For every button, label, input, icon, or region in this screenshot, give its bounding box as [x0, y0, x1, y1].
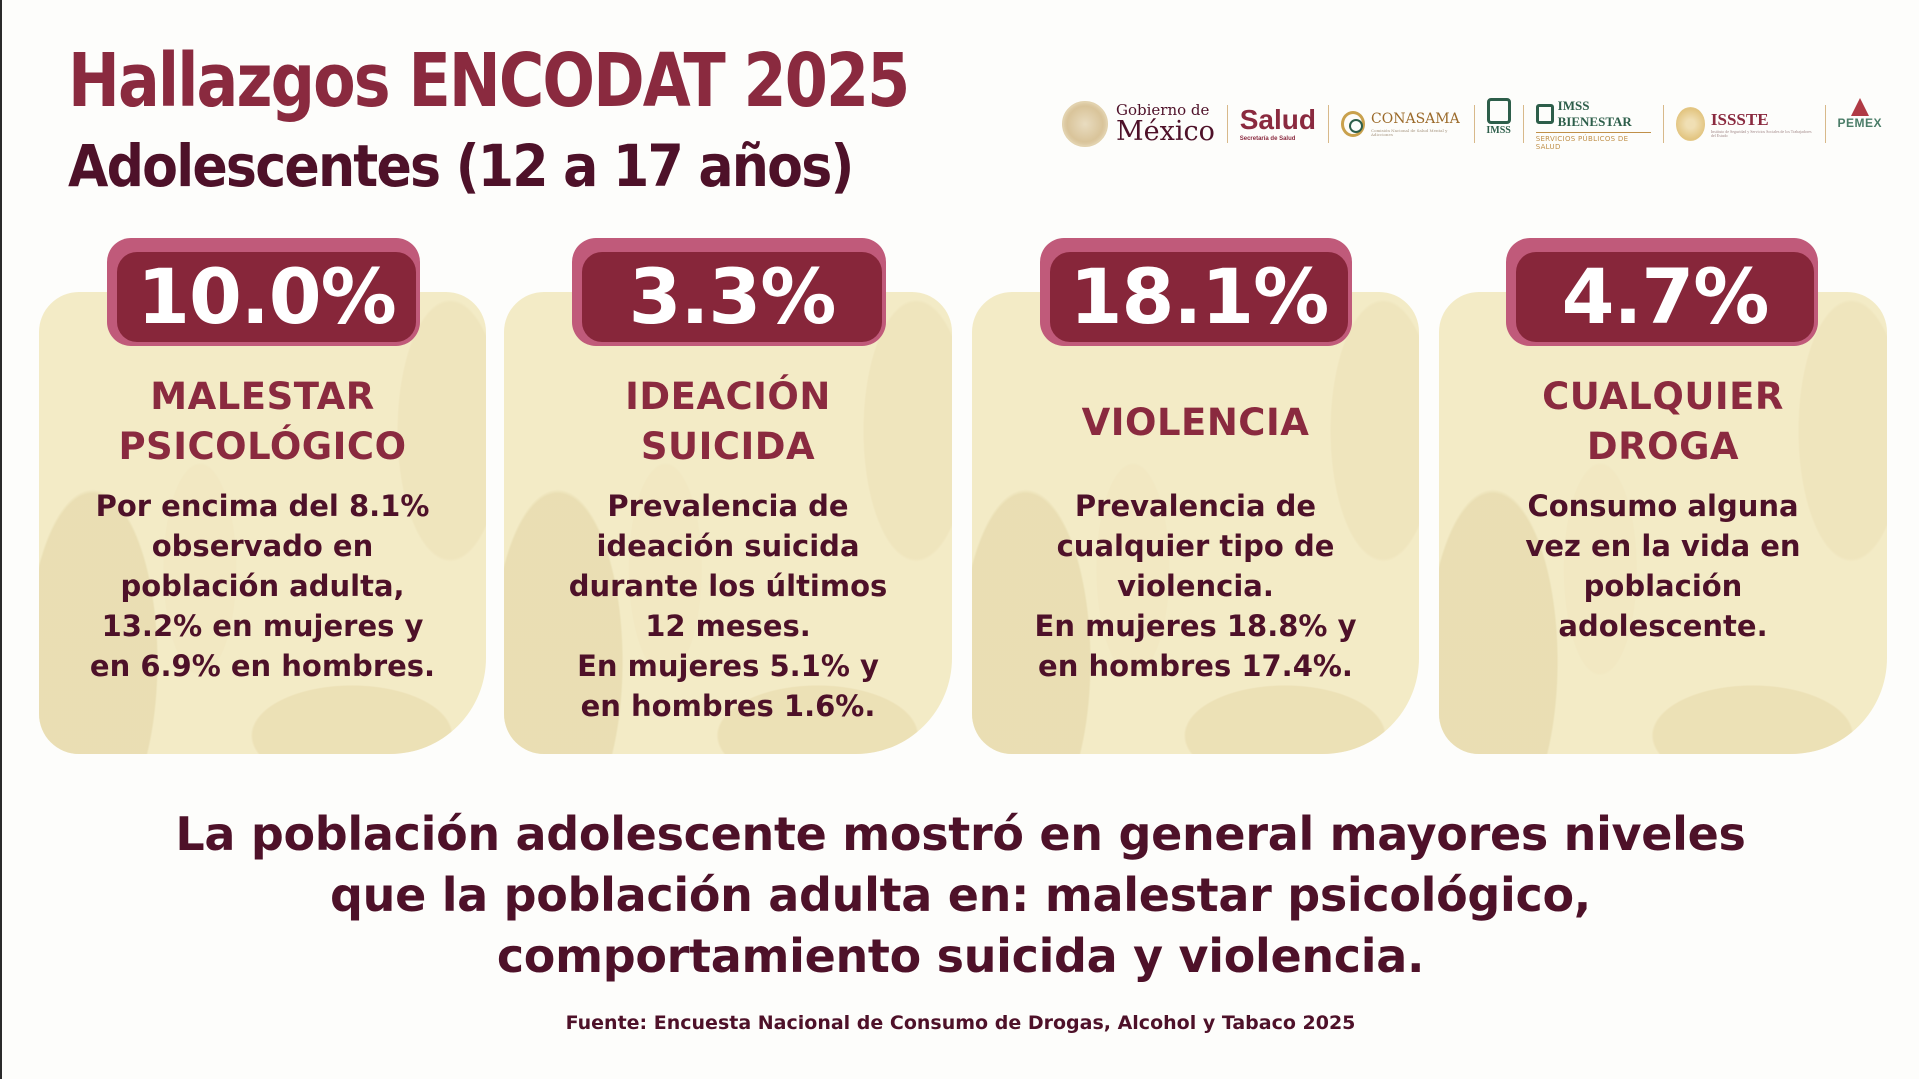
salud-line1: Salud [1239, 104, 1316, 135]
stat-card-violencia: VIOLENCIA Prevalencia de cualquier tipo … [972, 292, 1419, 754]
pemex-flame-icon [1850, 98, 1869, 116]
logo-pemex: PEMEX [1837, 98, 1882, 150]
stat-badge: 18.1% [1040, 238, 1352, 346]
stat-value: 18.1% [1069, 252, 1330, 341]
logo-divider [1473, 105, 1475, 143]
logo-issste: ISSSTE Instituto de Seguridad y Servicio… [1675, 98, 1813, 150]
conclusion-text: La población adolescente mostró en gener… [175, 807, 1746, 983]
stat-value: 3.3% [628, 252, 837, 341]
stat-badge: 3.3% [572, 238, 886, 346]
gobierno-line1: Gobierno de [1116, 101, 1210, 119]
pemex-name: PEMEX [1837, 116, 1882, 130]
stat-value: 10.0% [137, 252, 397, 341]
logo-conasama: CONASAMA Comisión Nacional de Salud Ment… [1340, 98, 1462, 150]
stat-badge: 4.7% [1506, 238, 1818, 346]
page-subtitle: Adolescentes (12 a 17 años) [68, 132, 854, 200]
national-seal-icon [1062, 101, 1108, 147]
institution-logos: Gobierno de México Salud Secretaría de S… [1062, 98, 1882, 151]
stat-card-malestar-psicologico: MALESTAR PSICOLÓGICO Por encima del 8.1%… [39, 292, 486, 754]
logo-divider [1327, 105, 1329, 143]
stat-card-ideacion-suicida: IDEACIÓN SUICIDA Prevalencia de ideación… [504, 292, 952, 754]
issste-tagline: Instituto de Seguridad y Servicios Socia… [1710, 128, 1812, 138]
logo-imss-bienestar: IMSS BIENESTAR SERVICIOS PÚBLICOS DE SAL… [1535, 98, 1651, 151]
card-heading: VIOLENCIA [1081, 401, 1310, 444]
logo-imss: IMSS [1486, 98, 1511, 150]
logo-divider [1662, 105, 1664, 143]
logo-divider [1522, 105, 1524, 143]
imss-bienestar-tagline: SERVICIOS PÚBLICOS DE SALUD [1535, 132, 1651, 151]
imss-bienestar-icon [1535, 104, 1554, 124]
conasama-name: CONASAMA [1371, 110, 1460, 127]
stat-badge: 10.0% [107, 238, 420, 346]
card-description: Por encima del 8.1% observado en poblaci… [89, 489, 436, 683]
logo-divider [1226, 105, 1228, 143]
stat-value: 4.7% [1561, 252, 1770, 341]
conasama-tagline: Comisión Nacional de Salud Mental y Adic… [1371, 127, 1448, 137]
stat-card-cualquier-droga: CUALQUIER DROGA Consumo alguna vez en la… [1439, 292, 1887, 754]
card-description: Prevalencia de cualquier tipo de violenc… [1034, 489, 1357, 683]
source-citation: Fuente: Encuesta Nacional de Consumo de … [565, 1012, 1356, 1034]
card-description: Prevalencia de ideación suicida durante … [568, 489, 888, 723]
card-description: Consumo alguna vez en la vida en poblaci… [1525, 489, 1801, 643]
logo-divider [1824, 105, 1826, 143]
logo-gobierno-mexico: Gobierno de México [1062, 98, 1215, 150]
card-heading: CUALQUIER DROGA [1542, 375, 1784, 468]
imss-name: IMSS [1486, 125, 1511, 136]
logo-salud: Salud Secretaría de Salud [1240, 98, 1316, 150]
imss-bienestar-name: IMSS BIENESTAR [1557, 98, 1632, 129]
card-heading: IDEACIÓN SUICIDA [625, 375, 831, 468]
issste-name: ISSSTE [1710, 109, 1769, 129]
card-heading: MALESTAR PSICOLÓGICO [118, 375, 407, 468]
salud-line2: Secretaría de Salud [1239, 136, 1296, 142]
page-title: Hallazgos ENCODAT 2025 [68, 38, 910, 124]
issste-emblem-icon [1675, 107, 1705, 141]
conasama-icon [1340, 111, 1366, 137]
gobierno-line2: México [1116, 116, 1215, 147]
imss-eagle-icon [1486, 98, 1511, 124]
